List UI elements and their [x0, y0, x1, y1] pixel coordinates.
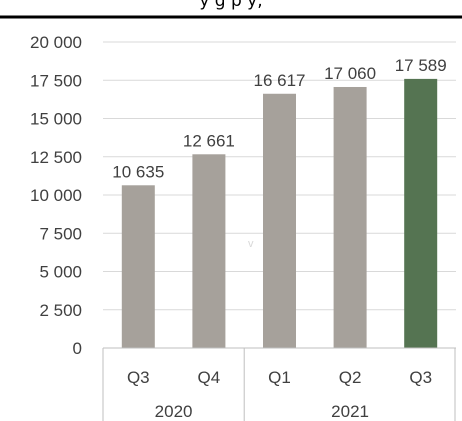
y-tick-label: 2 500 [39, 301, 82, 320]
x-category-label: Q2 [339, 368, 362, 387]
y-tick-label: 0 [73, 339, 82, 358]
x-category-label: Q3 [127, 368, 150, 387]
x-axis: Q3 Q4 Q1 Q2 Q3 2020 2021 [102, 347, 456, 421]
data-label: 10 635 [112, 162, 164, 181]
data-label: 12 661 [183, 131, 235, 150]
bar [192, 154, 226, 348]
data-labels: 10 635 12 661 16 617 17 060 17 589 [112, 56, 446, 181]
data-label: 16 617 [254, 71, 306, 90]
partial-title: y g p y, [199, 0, 262, 11]
y-tick-label: 15 000 [30, 110, 82, 129]
y-tick-label: 20 000 [30, 33, 82, 52]
bar [121, 185, 155, 348]
x-group-label: 2021 [331, 402, 369, 421]
data-label: 17 589 [395, 56, 447, 75]
x-group-label: 2020 [155, 402, 193, 421]
x-category-label: Q4 [198, 368, 221, 387]
y-tick-label: 7 500 [39, 224, 82, 243]
bar [263, 93, 296, 348]
y-axis-tick-labels: 0 2 500 5 000 7 500 10 000 12 500 15 000 17 500… [30, 33, 82, 358]
x-category-label: Q3 [409, 368, 432, 387]
bar [404, 78, 438, 348]
y-tick-label: 10 000 [30, 186, 82, 205]
data-label: 17 060 [324, 64, 376, 83]
bar [333, 86, 367, 349]
y-tick-label: 17 500 [30, 71, 82, 90]
bars [121, 78, 438, 349]
stray-mark: v [248, 238, 254, 250]
y-tick-label: 5 000 [39, 263, 82, 282]
x-category-label: Q1 [268, 368, 291, 387]
y-tick-label: 12 500 [30, 148, 82, 167]
